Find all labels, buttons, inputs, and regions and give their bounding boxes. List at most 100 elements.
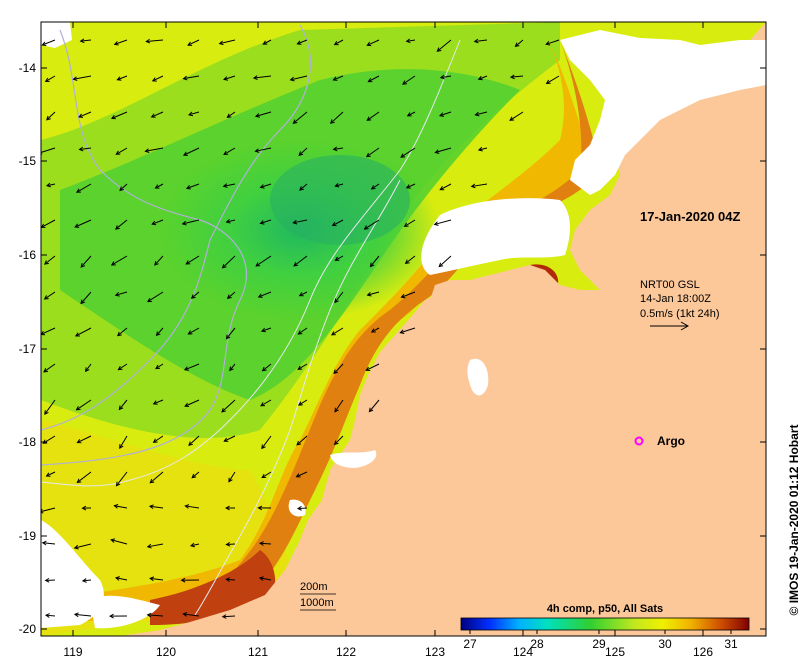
plot-frame <box>40 21 767 637</box>
current-time-label: 14-Jan 18:00Z <box>640 293 711 305</box>
current-vector-head <box>188 441 193 447</box>
current-vector <box>187 39 200 46</box>
current-vector-head <box>78 146 84 152</box>
current-vector-head <box>260 402 266 407</box>
current-vector-head <box>84 367 90 373</box>
current-vector <box>73 75 92 80</box>
current-vector-head <box>370 185 376 190</box>
current-vector-head <box>363 225 369 230</box>
contour-legend-200m: 200m <box>300 581 328 593</box>
current-vector-head <box>81 578 87 583</box>
current-vector-head <box>114 576 120 581</box>
current-vector <box>184 363 200 371</box>
current-vector <box>191 471 200 479</box>
current-vector-head <box>403 222 409 227</box>
current-vector <box>223 147 236 155</box>
current-vector-head <box>365 366 371 372</box>
current-vector-head <box>296 440 302 446</box>
current-vector-head <box>41 540 47 546</box>
current-vector <box>260 542 272 545</box>
y-tick-label: -16 <box>19 248 37 262</box>
current-vector-head <box>187 330 193 335</box>
x-tick-label: 121 <box>248 645 268 659</box>
current-vector <box>434 219 452 225</box>
current-vector-head <box>292 219 298 225</box>
current-vector-head <box>151 220 157 226</box>
current-vector-head <box>298 292 304 297</box>
cloud-ne <box>560 30 766 195</box>
current-vector <box>297 363 308 370</box>
current-vector-head <box>155 364 161 370</box>
current-vector-head <box>148 504 154 509</box>
current-vector <box>45 75 56 82</box>
current-vector-head <box>509 116 515 121</box>
current-vector <box>74 543 92 549</box>
current-vector-head <box>332 146 338 152</box>
x-tick-label: 126 <box>693 645 713 659</box>
current-vector <box>478 147 488 151</box>
current-vector-head <box>438 262 444 268</box>
current-vector <box>546 39 560 45</box>
current-vector-head <box>189 542 195 548</box>
current-vector <box>258 291 272 298</box>
current-vector-head <box>367 77 373 83</box>
current-vector <box>333 147 344 150</box>
current-vector <box>76 399 92 411</box>
current-vector <box>75 327 92 337</box>
current-vector <box>119 183 128 191</box>
current-vector-head <box>229 366 234 372</box>
current-vector-head <box>76 439 82 444</box>
current-vector <box>296 435 308 446</box>
current-vector-head <box>188 111 194 117</box>
current-vector <box>111 111 128 119</box>
current-vector <box>151 111 164 118</box>
current-vector <box>366 111 380 121</box>
current-vector <box>111 539 128 545</box>
argo-marker[interactable] <box>634 436 644 446</box>
colorbar-tick: 28 <box>530 637 544 651</box>
current-vector <box>149 471 164 484</box>
current-vector <box>227 111 236 118</box>
current-vector-head <box>366 116 372 121</box>
current-vector <box>400 327 416 334</box>
current-vector <box>229 363 236 371</box>
current-vector-head <box>145 38 151 44</box>
colorbar-title: 4h comp, p50, All Sats <box>547 603 663 615</box>
current-vector-head <box>181 220 187 226</box>
current-vector <box>440 183 452 191</box>
current-source-label: NRT00 GSL <box>640 279 700 291</box>
current-vector-head <box>331 221 337 227</box>
current-vector <box>74 219 92 228</box>
current-vector-head <box>74 332 80 337</box>
current-vector-head <box>296 40 302 45</box>
current-vector-head <box>295 473 301 478</box>
current-vector-head <box>221 263 227 269</box>
current-vector-head <box>473 38 479 44</box>
current-vector-head <box>115 481 121 487</box>
current-vector <box>293 219 308 224</box>
current-vector-head <box>79 38 85 44</box>
current-vector <box>400 147 416 158</box>
current-vector <box>404 219 416 227</box>
current-vector-head <box>110 114 116 120</box>
current-vector <box>118 399 128 410</box>
current-vector <box>509 111 524 121</box>
current-vector <box>46 183 56 187</box>
current-vector-head <box>150 113 156 118</box>
current-vector <box>149 505 164 509</box>
contour-legend-1000m: 1000m <box>300 597 334 609</box>
current-vector-head <box>44 260 49 265</box>
current-vector <box>334 435 344 445</box>
current-vector <box>371 183 380 190</box>
current-vector <box>261 435 272 449</box>
current-vector-head <box>191 473 197 479</box>
current-vector <box>46 471 56 477</box>
current-vector <box>471 183 488 187</box>
cloud-coast-2 <box>288 499 306 517</box>
cloud-sw <box>41 520 104 628</box>
current-vector <box>368 75 380 83</box>
current-vector-head <box>151 77 157 82</box>
current-vector-head <box>221 614 227 619</box>
current-vector-head <box>182 612 188 617</box>
